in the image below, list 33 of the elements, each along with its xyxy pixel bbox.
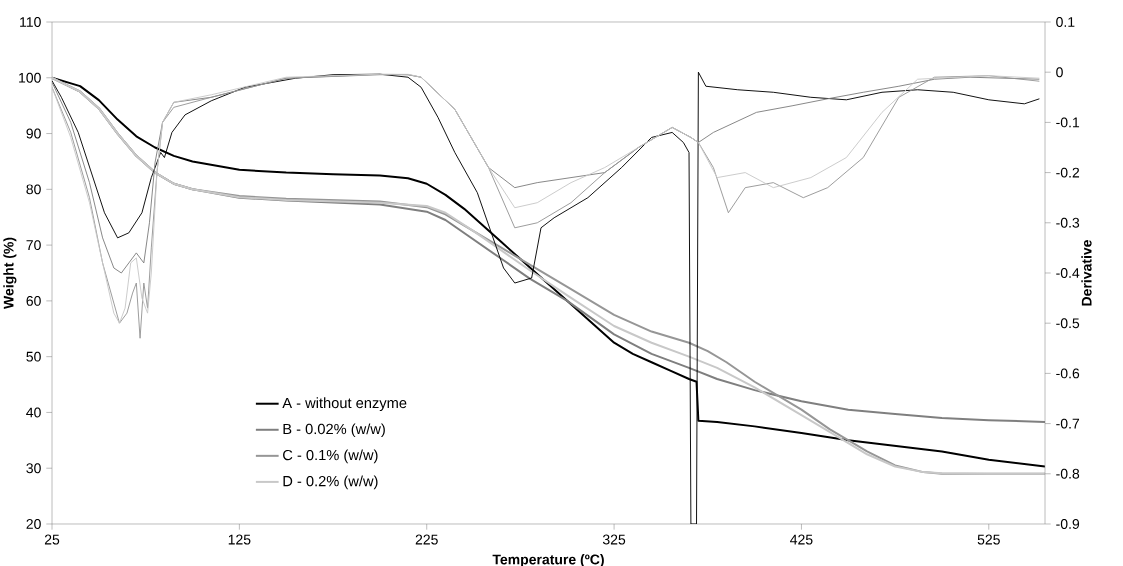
y2-tick-label: -0.1 — [1056, 117, 1080, 128]
x-tick-label: 325 — [602, 534, 626, 545]
y2-tick-label: 0 — [1056, 67, 1063, 78]
x-tick-label: 25 — [44, 534, 60, 545]
y2-tick-label: -0.9 — [1056, 519, 1080, 529]
y-tick-label: 50 — [26, 351, 41, 362]
legend-label: A - without enzyme — [282, 397, 407, 412]
y-tick-label: 90 — [26, 128, 41, 139]
x-tick-label: 425 — [790, 534, 813, 545]
y-tick-label: 110 — [20, 17, 41, 27]
y-tick-label: 100 — [19, 72, 41, 83]
x-tick-label: 525 — [977, 534, 1000, 545]
y-tick-label: 80 — [26, 184, 41, 195]
legend-label: C - 0.1% (w/w) — [283, 449, 378, 464]
y2-tick-label: -0.2 — [1056, 167, 1080, 178]
y2-tick-label: -0.3 — [1056, 217, 1080, 228]
y-tick-label: 70 — [26, 240, 41, 251]
y-tick-label: 30 — [26, 463, 41, 474]
legend-label: D - 0.2% (w/w) — [283, 475, 378, 490]
y-tick-label: 40 — [26, 407, 41, 418]
x-tick-label: 125 — [228, 534, 251, 545]
y-axis-title: Weight (%) — [3, 237, 17, 310]
y-tick-label: 20 — [26, 519, 41, 529]
y2-tick-label: -0.6 — [1056, 368, 1080, 379]
legend-label: B - 0.02% (w/w) — [283, 423, 385, 438]
y-tick-label: 60 — [26, 295, 41, 306]
y2-tick-label: 0.1 — [1056, 17, 1075, 27]
y2-tick-label: -0.5 — [1056, 318, 1080, 329]
y2-tick-label: -0.4 — [1056, 268, 1080, 278]
x-tick-label: 225 — [415, 534, 438, 545]
y2-tick-label: -0.8 — [1056, 468, 1080, 479]
y2-tick-label: -0.7 — [1056, 418, 1080, 429]
y2-axis-title: Derivative — [1081, 240, 1092, 306]
